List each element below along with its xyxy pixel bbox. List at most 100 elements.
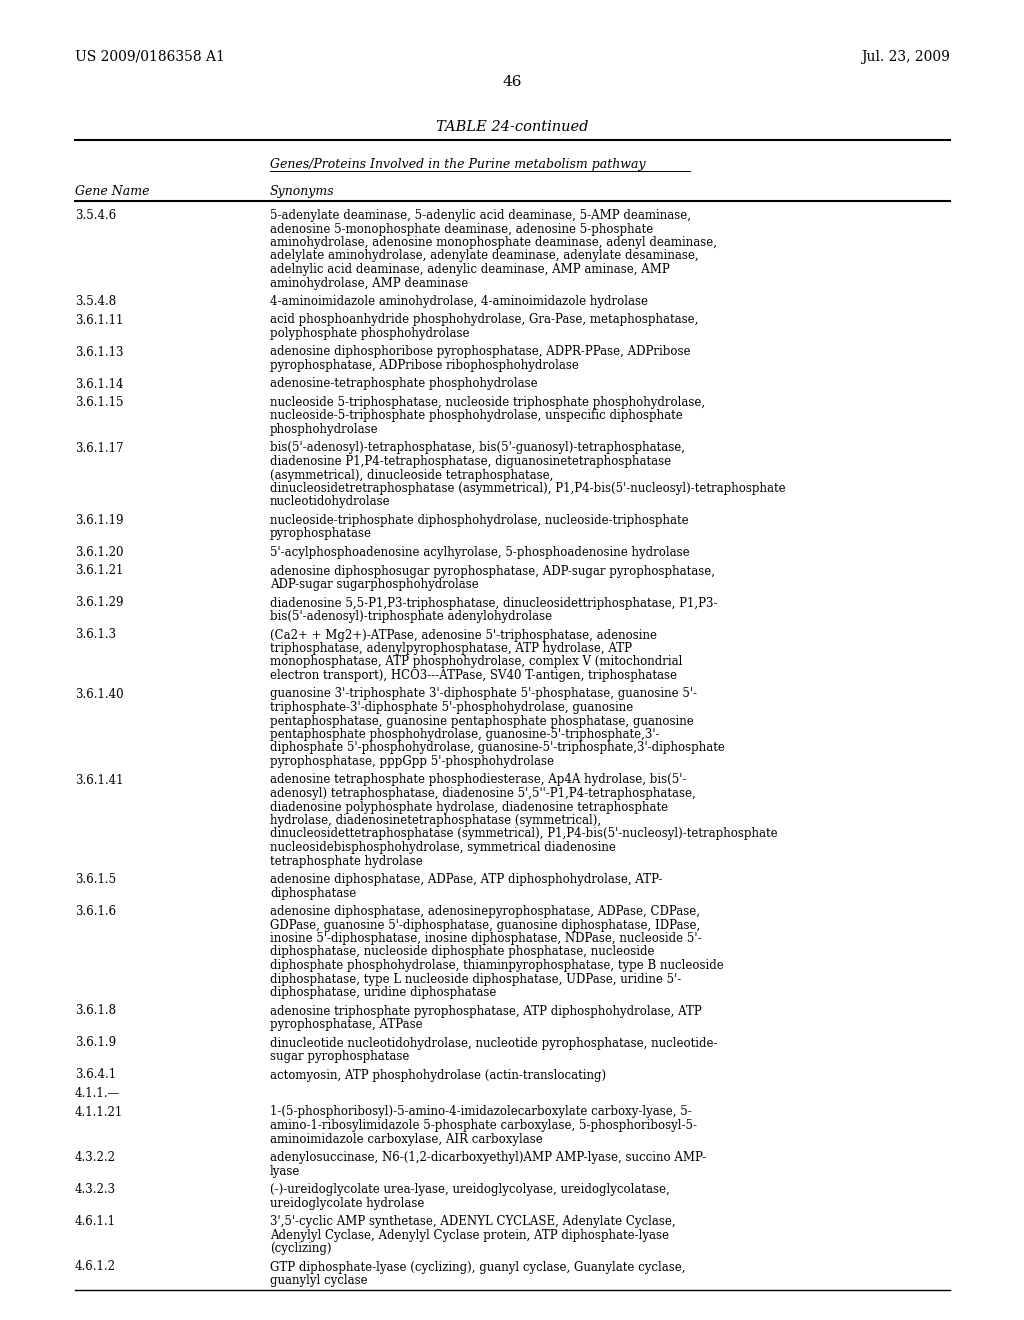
Text: adenosine 5-monophosphate deaminase, adenosine 5-phosphate: adenosine 5-monophosphate deaminase, ade… [270, 223, 653, 235]
Text: 3',5'-cyclic AMP synthetase, ADENYL CYCLASE, Adenylate Cyclase,: 3',5'-cyclic AMP synthetase, ADENYL CYCL… [270, 1214, 676, 1228]
Text: 3.5.4.6: 3.5.4.6 [75, 209, 117, 222]
Text: nucleotidohydrolase: nucleotidohydrolase [270, 495, 390, 508]
Text: GTP diphosphate-lyase (cyclizing), guanyl cyclase, Guanylate cyclase,: GTP diphosphate-lyase (cyclizing), guany… [270, 1261, 685, 1274]
Text: 3.6.1.29: 3.6.1.29 [75, 597, 124, 610]
Text: 1-(5-phosphoribosyl)-5-amino-4-imidazolecarboxylate carboxy-lyase, 5-: 1-(5-phosphoribosyl)-5-amino-4-imidazole… [270, 1106, 692, 1118]
Text: 3.6.1.5: 3.6.1.5 [75, 873, 116, 886]
Text: guanylyl cyclase: guanylyl cyclase [270, 1274, 368, 1287]
Text: Genes/Proteins Involved in the Purine metabolism pathway: Genes/Proteins Involved in the Purine me… [270, 158, 645, 172]
Text: electron transport), HCO3---ATPase, SV40 T-antigen, triphosphatase: electron transport), HCO3---ATPase, SV40… [270, 669, 677, 682]
Text: triphosphate-3'-diphosphate 5'-phosphohydrolase, guanosine: triphosphate-3'-diphosphate 5'-phosphohy… [270, 701, 633, 714]
Text: monophosphatase, ATP phosphohydrolase, complex V (mitochondrial: monophosphatase, ATP phosphohydrolase, c… [270, 656, 682, 668]
Text: dinucleosidettetraphosphatase (symmetrical), P1,P4-bis(5'-nucleosyl)-tetraphosph: dinucleosidettetraphosphatase (symmetric… [270, 828, 777, 841]
Text: adenosine triphosphate pyrophosphatase, ATP diphosphohydrolase, ATP: adenosine triphosphate pyrophosphatase, … [270, 1005, 701, 1018]
Text: 3.6.1.17: 3.6.1.17 [75, 441, 124, 454]
Text: 4.6.1.1: 4.6.1.1 [75, 1214, 116, 1228]
Text: amino-1-ribosylimidazole 5-phosphate carboxylase, 5-phosphoribosyl-5-: amino-1-ribosylimidazole 5-phosphate car… [270, 1119, 697, 1133]
Text: 3.6.1.6: 3.6.1.6 [75, 906, 116, 917]
Text: Jul. 23, 2009: Jul. 23, 2009 [861, 50, 950, 63]
Text: Synonyms: Synonyms [270, 185, 335, 198]
Text: diphosphate phosphohydrolase, thiaminpyrophosphatase, type B nucleoside: diphosphate phosphohydrolase, thiaminpyr… [270, 960, 724, 972]
Text: diphosphatase: diphosphatase [270, 887, 356, 899]
Text: diadenosine 5,5-P1,P3-triphosphatase, dinucleosidettriphosphatase, P1,P3-: diadenosine 5,5-P1,P3-triphosphatase, di… [270, 597, 718, 610]
Text: pentaphosphatase, guanosine pentaphosphate phosphatase, guanosine: pentaphosphatase, guanosine pentaphospha… [270, 714, 693, 727]
Text: sugar pyrophosphatase: sugar pyrophosphatase [270, 1049, 410, 1063]
Text: diphosphate 5'-phosphohydrolase, guanosine-5'-triphosphate,3'-diphosphate: diphosphate 5'-phosphohydrolase, guanosi… [270, 742, 725, 755]
Text: 3.6.1.14: 3.6.1.14 [75, 378, 124, 391]
Text: 4.3.2.2: 4.3.2.2 [75, 1151, 116, 1164]
Text: 4-aminoimidazole aminohydrolase, 4-aminoimidazole hydrolase: 4-aminoimidazole aminohydrolase, 4-amino… [270, 294, 648, 308]
Text: bis(5'-adenosyl)-tetraphosphatase, bis(5'-guanosyl)-tetraphosphatase,: bis(5'-adenosyl)-tetraphosphatase, bis(5… [270, 441, 685, 454]
Text: triphosphatase, adenylpyrophosphatase, ATP hydrolase, ATP: triphosphatase, adenylpyrophosphatase, A… [270, 642, 632, 655]
Text: aminohydrolase, adenosine monophosphate deaminase, adenyl deaminase,: aminohydrolase, adenosine monophosphate … [270, 236, 717, 249]
Text: adenosine diphosphoribose pyrophosphatase, ADPR-PPase, ADPribose: adenosine diphosphoribose pyrophosphatas… [270, 346, 690, 359]
Text: 3.6.1.8: 3.6.1.8 [75, 1005, 116, 1018]
Text: adelylate aminohydrolase, adenylate deaminase, adenylate desaminase,: adelylate aminohydrolase, adenylate deam… [270, 249, 698, 263]
Text: 5'-acylphosphoadenosine acylhyrolase, 5-phosphoadenosine hydrolase: 5'-acylphosphoadenosine acylhyrolase, 5-… [270, 546, 689, 558]
Text: acid phosphoanhydride phosphohydrolase, Gra-Pase, metaphosphatase,: acid phosphoanhydride phosphohydrolase, … [270, 314, 698, 326]
Text: adenosine diphosphatase, ADPase, ATP diphosphohydrolase, ATP-: adenosine diphosphatase, ADPase, ATP dip… [270, 873, 663, 886]
Text: diadenosine P1,P4-tetraphosphatase, diguanosinetetraphosphatase: diadenosine P1,P4-tetraphosphatase, digu… [270, 455, 671, 469]
Text: phosphohydrolase: phosphohydrolase [270, 422, 379, 436]
Text: (-)-ureidoglycolate urea-lyase, ureidoglycolyase, ureidoglycolatase,: (-)-ureidoglycolate urea-lyase, ureidogl… [270, 1183, 670, 1196]
Text: 4.1.1.—: 4.1.1.— [75, 1086, 120, 1100]
Text: pyrophosphatase, pppGpp 5'-phosphohydrolase: pyrophosphatase, pppGpp 5'-phosphohydrol… [270, 755, 554, 768]
Text: adelnylic acid deaminase, adenylic deaminase, AMP aminase, AMP: adelnylic acid deaminase, adenylic deami… [270, 263, 670, 276]
Text: ureidoglycolate hydrolase: ureidoglycolate hydrolase [270, 1196, 424, 1209]
Text: aminohydrolase, AMP deaminase: aminohydrolase, AMP deaminase [270, 276, 468, 289]
Text: (asymmetrical), dinucleoside tetraphosphatase,: (asymmetrical), dinucleoside tetraphosph… [270, 469, 553, 482]
Text: hydrolase, diadenosinetetraphosphatase (symmetrical),: hydrolase, diadenosinetetraphosphatase (… [270, 814, 601, 828]
Text: 3.6.1.3: 3.6.1.3 [75, 628, 116, 642]
Text: 3.6.1.13: 3.6.1.13 [75, 346, 124, 359]
Text: 4.6.1.2: 4.6.1.2 [75, 1261, 116, 1274]
Text: (cyclizing): (cyclizing) [270, 1242, 332, 1255]
Text: aminoimidazole carboxylase, AIR carboxylase: aminoimidazole carboxylase, AIR carboxyl… [270, 1133, 543, 1146]
Text: diphosphatase, nucleoside diphosphate phosphatase, nucleoside: diphosphatase, nucleoside diphosphate ph… [270, 945, 654, 958]
Text: bis(5'-adenosyl)-triphosphate adenylohydrolase: bis(5'-adenosyl)-triphosphate adenylohyd… [270, 610, 552, 623]
Text: 46: 46 [502, 75, 522, 88]
Text: US 2009/0186358 A1: US 2009/0186358 A1 [75, 50, 225, 63]
Text: (Ca2+ + Mg2+)-ATPase, adenosine 5'-triphosphatase, adenosine: (Ca2+ + Mg2+)-ATPase, adenosine 5'-triph… [270, 628, 657, 642]
Text: 3.6.1.21: 3.6.1.21 [75, 565, 123, 578]
Text: 4.1.1.21: 4.1.1.21 [75, 1106, 123, 1118]
Text: 3.6.1.19: 3.6.1.19 [75, 513, 124, 527]
Text: adenylosuccinase, N6-(1,2-dicarboxyethyl)AMP AMP-lyase, succino AMP-: adenylosuccinase, N6-(1,2-dicarboxyethyl… [270, 1151, 707, 1164]
Text: guanosine 3'-triphosphate 3'-diphosphate 5'-phosphatase, guanosine 5'-: guanosine 3'-triphosphate 3'-diphosphate… [270, 688, 697, 701]
Text: 3.6.4.1: 3.6.4.1 [75, 1068, 116, 1081]
Text: nucleoside-5-triphosphate phosphohydrolase, unspecific diphosphate: nucleoside-5-triphosphate phosphohydrola… [270, 409, 683, 422]
Text: adenosyl) tetraphosphatase, diadenosine 5',5''-P1,P4-tetraphosphatase,: adenosyl) tetraphosphatase, diadenosine … [270, 787, 695, 800]
Text: polyphosphate phosphohydrolase: polyphosphate phosphohydrolase [270, 327, 469, 341]
Text: 3.6.1.40: 3.6.1.40 [75, 688, 124, 701]
Text: pyrophosphatase: pyrophosphatase [270, 528, 372, 540]
Text: 5-adenylate deaminase, 5-adenylic acid deaminase, 5-AMP deaminase,: 5-adenylate deaminase, 5-adenylic acid d… [270, 209, 691, 222]
Text: Adenylyl Cyclase, Adenylyl Cyclase protein, ATP diphosphate-lyase: Adenylyl Cyclase, Adenylyl Cyclase prote… [270, 1229, 669, 1242]
Text: pyrophosphatase, ADPribose ribophosphohydrolase: pyrophosphatase, ADPribose ribophosphohy… [270, 359, 579, 372]
Text: 3.5.4.8: 3.5.4.8 [75, 294, 116, 308]
Text: nucleosidebisphosphohydrolase, symmetrical diadenosine: nucleosidebisphosphohydrolase, symmetric… [270, 841, 615, 854]
Text: tetraphosphate hydrolase: tetraphosphate hydrolase [270, 854, 423, 867]
Text: TABLE 24-continued: TABLE 24-continued [436, 120, 588, 135]
Text: 3.6.1.20: 3.6.1.20 [75, 546, 124, 558]
Text: diphosphatase, uridine diphosphatase: diphosphatase, uridine diphosphatase [270, 986, 497, 999]
Text: Gene Name: Gene Name [75, 185, 150, 198]
Text: inosine 5'-diphosphatase, inosine diphosphatase, NDPase, nucleoside 5'-: inosine 5'-diphosphatase, inosine diphos… [270, 932, 701, 945]
Text: diadenosine polyphosphate hydrolase, diadenosine tetraphosphate: diadenosine polyphosphate hydrolase, dia… [270, 800, 668, 813]
Text: diphosphatase, type L nucleoside diphosphatase, UDPase, uridine 5'-: diphosphatase, type L nucleoside diphosp… [270, 973, 681, 986]
Text: 3.6.1.9: 3.6.1.9 [75, 1036, 116, 1049]
Text: nucleoside-triphosphate diphosphohydrolase, nucleoside-triphosphate: nucleoside-triphosphate diphosphohydrola… [270, 513, 688, 527]
Text: actomyosin, ATP phosphohydrolase (actin-translocating): actomyosin, ATP phosphohydrolase (actin-… [270, 1068, 606, 1081]
Text: ADP-sugar sugarphosphohydrolase: ADP-sugar sugarphosphohydrolase [270, 578, 479, 591]
Text: nucleoside 5-triphosphatase, nucleoside triphosphate phosphohydrolase,: nucleoside 5-triphosphatase, nucleoside … [270, 396, 706, 409]
Text: lyase: lyase [270, 1164, 300, 1177]
Text: pyrophosphatase, ATPase: pyrophosphatase, ATPase [270, 1018, 423, 1031]
Text: GDPase, guanosine 5'-diphosphatase, guanosine diphosphatase, IDPase,: GDPase, guanosine 5'-diphosphatase, guan… [270, 919, 700, 932]
Text: dinucleosidetretraphosphatase (asymmetrical), P1,P4-bis(5'-nucleosyl)-tetraphosp: dinucleosidetretraphosphatase (asymmetri… [270, 482, 785, 495]
Text: 4.3.2.3: 4.3.2.3 [75, 1183, 116, 1196]
Text: adenosine diphosphosugar pyrophosphatase, ADP-sugar pyrophosphatase,: adenosine diphosphosugar pyrophosphatase… [270, 565, 715, 578]
Text: 3.6.1.41: 3.6.1.41 [75, 774, 124, 787]
Text: adenosine tetraphosphate phosphodiesterase, Ap4A hydrolase, bis(5'-: adenosine tetraphosphate phosphodiestera… [270, 774, 686, 787]
Text: dinucleotide nucleotidohydrolase, nucleotide pyrophosphatase, nucleotide-: dinucleotide nucleotidohydrolase, nucleo… [270, 1036, 718, 1049]
Text: 3.6.1.11: 3.6.1.11 [75, 314, 123, 326]
Text: adenosine diphosphatase, adenosinepyrophosphatase, ADPase, CDPase,: adenosine diphosphatase, adenosinepyroph… [270, 906, 700, 917]
Text: 3.6.1.15: 3.6.1.15 [75, 396, 124, 409]
